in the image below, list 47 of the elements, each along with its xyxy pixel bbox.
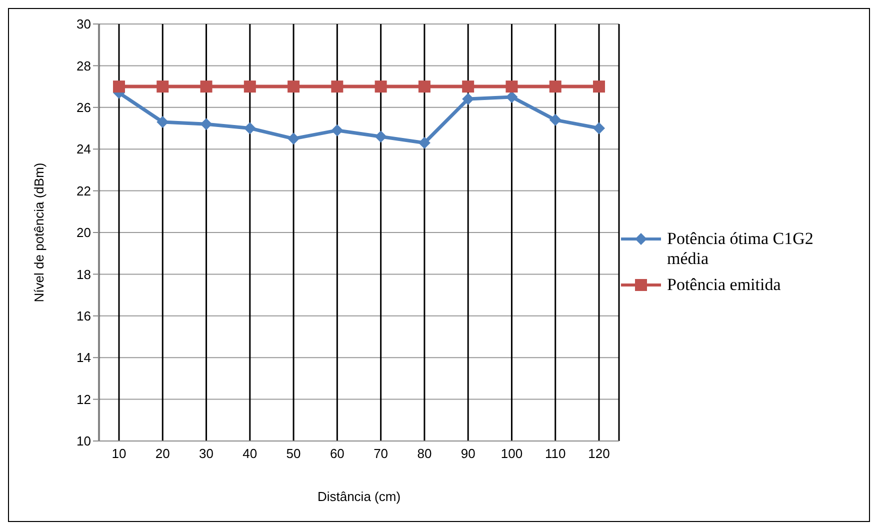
point xyxy=(462,80,474,93)
y-axis-title: Nível de potência (dBm) xyxy=(32,162,47,302)
y-tick-label: 18 xyxy=(76,266,91,282)
point xyxy=(331,80,344,93)
x-tick-label: 90 xyxy=(460,446,476,462)
x-tick-label: 30 xyxy=(199,446,214,462)
x-tick-label: 70 xyxy=(374,446,388,462)
point xyxy=(418,136,430,149)
point xyxy=(549,80,562,93)
y-tick-label: 28 xyxy=(76,58,91,74)
x-axis-title: Distância (cm) xyxy=(317,489,401,504)
x-tick-label: 120 xyxy=(588,446,610,462)
x-tick-label: 100 xyxy=(500,446,523,462)
point xyxy=(549,114,562,126)
point xyxy=(593,122,605,134)
point xyxy=(200,118,212,130)
point xyxy=(506,80,518,93)
point xyxy=(331,124,344,136)
y-tick-label: 20 xyxy=(76,225,91,240)
point xyxy=(156,80,169,93)
y-tick-label: 24 xyxy=(76,142,91,157)
point xyxy=(374,130,387,143)
point xyxy=(374,80,387,93)
y-tick-label: 16 xyxy=(76,308,91,324)
point xyxy=(113,80,125,93)
point xyxy=(200,80,212,93)
point xyxy=(244,122,256,134)
x-tick-label: 50 xyxy=(286,446,301,462)
point xyxy=(244,80,256,93)
x-tick-label: 10 xyxy=(112,446,126,462)
y-tick-label: 22 xyxy=(76,183,91,198)
x-tick-label: 110 xyxy=(544,446,566,462)
y-tick-label: 10 xyxy=(76,434,91,449)
point xyxy=(288,132,300,145)
legend-label: Potência emitida xyxy=(667,275,781,295)
y-tick-label: 30 xyxy=(76,16,91,32)
x-tick-label: 40 xyxy=(242,446,258,462)
y-tick-label: 12 xyxy=(76,392,91,407)
point xyxy=(418,80,430,93)
legend-label: Potência ótima C1G2 média xyxy=(667,229,814,269)
x-tick-label: 60 xyxy=(330,446,344,462)
point xyxy=(593,80,605,93)
y-tick-label: 14 xyxy=(76,350,91,366)
point xyxy=(288,80,300,93)
x-tick-label: 20 xyxy=(155,446,170,462)
x-tick-label: 80 xyxy=(417,446,432,462)
y-tick-label: 26 xyxy=(76,100,91,116)
